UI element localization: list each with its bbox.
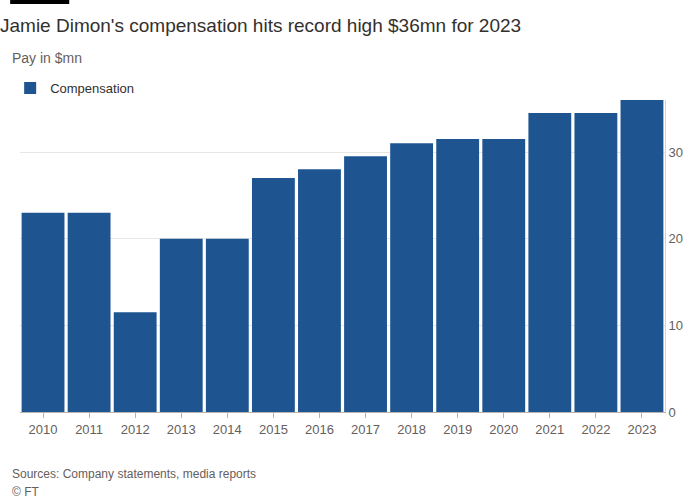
svg-text:2020: 2020 <box>489 422 518 437</box>
svg-text:Pay in $mn: Pay in $mn <box>12 50 82 66</box>
svg-text:2016: 2016 <box>305 422 334 437</box>
svg-text:10: 10 <box>669 318 683 333</box>
svg-text:0: 0 <box>669 405 676 420</box>
svg-text:2019: 2019 <box>443 422 472 437</box>
svg-text:2015: 2015 <box>259 422 288 437</box>
svg-text:2022: 2022 <box>581 422 610 437</box>
svg-text:2018: 2018 <box>397 422 426 437</box>
svg-text:2014: 2014 <box>213 422 242 437</box>
svg-text:2013: 2013 <box>167 422 196 437</box>
svg-text:2021: 2021 <box>535 422 564 437</box>
svg-text:2023: 2023 <box>627 422 656 437</box>
svg-text:20: 20 <box>669 231 683 246</box>
svg-text:Jamie Dimon's compensation hit: Jamie Dimon's compensation hits record h… <box>0 15 521 36</box>
svg-text:Sources: Company statements, m: Sources: Company statements, media repor… <box>12 467 256 481</box>
svg-text:2017: 2017 <box>351 422 380 437</box>
svg-text:Compensation: Compensation <box>50 81 134 96</box>
svg-text:2010: 2010 <box>29 422 58 437</box>
svg-text:2011: 2011 <box>75 422 103 437</box>
svg-text:2012: 2012 <box>121 422 150 437</box>
svg-text:30: 30 <box>669 145 683 160</box>
svg-text:© FT: © FT <box>12 485 40 499</box>
